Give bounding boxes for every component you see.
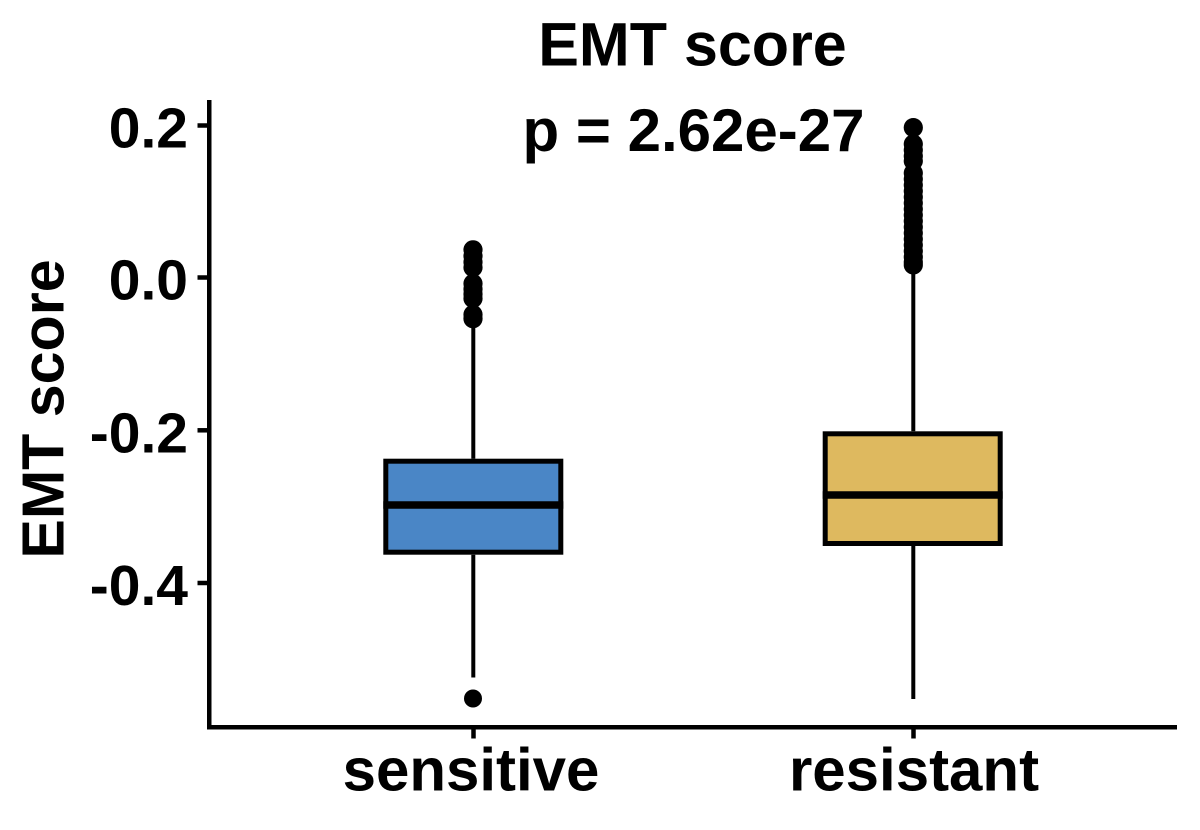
svg-text:-0.4: -0.4 [90,554,189,618]
svg-text:EMT score: EMT score [538,11,847,79]
svg-text:-0.2: -0.2 [90,402,188,466]
svg-text:resistant: resistant [789,737,1039,804]
svg-text:p = 2.62e-27: p = 2.62e-27 [523,97,865,164]
svg-text:0.2: 0.2 [109,97,188,161]
svg-text:0.0: 0.0 [109,249,188,313]
svg-text:EMT score: EMT score [10,259,77,558]
svg-text:sensitive: sensitive [343,737,600,804]
